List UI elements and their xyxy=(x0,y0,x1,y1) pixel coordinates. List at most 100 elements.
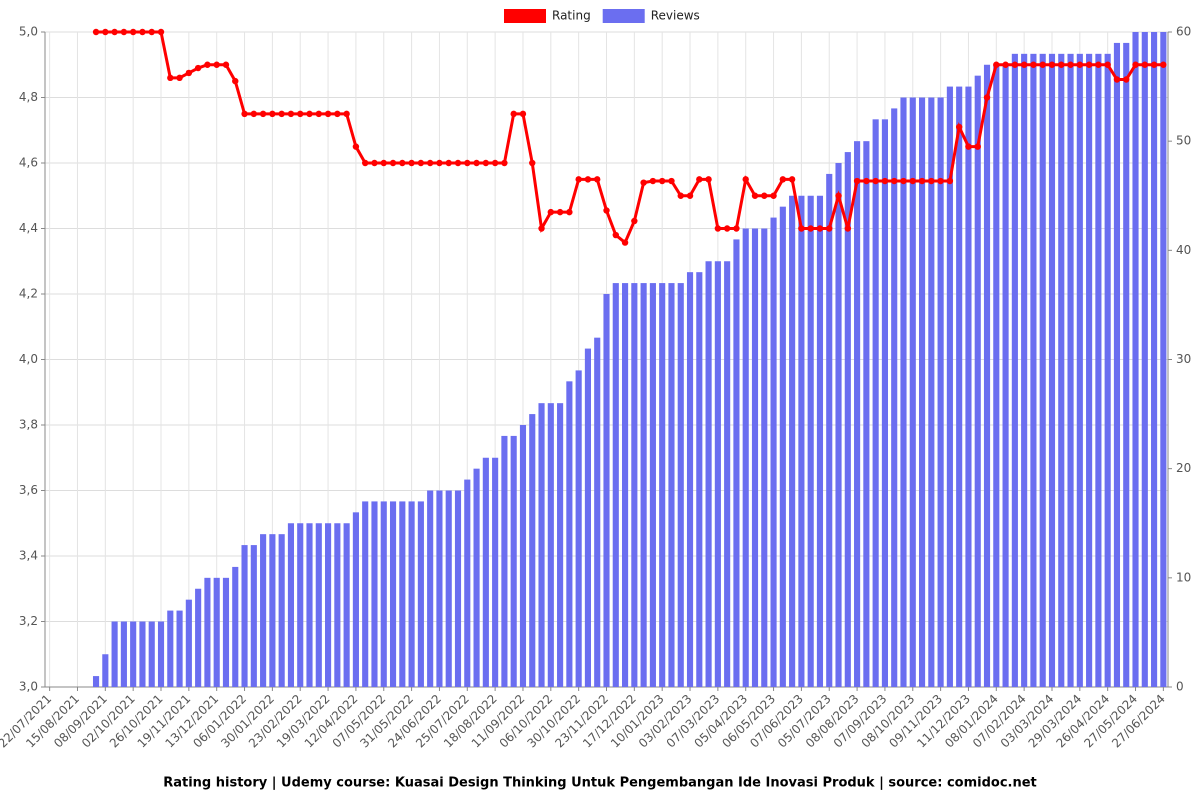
bar xyxy=(594,337,601,687)
bar xyxy=(1151,32,1158,687)
bar xyxy=(417,501,424,687)
rating-point xyxy=(157,28,165,36)
rating-point xyxy=(807,225,814,232)
rating-point xyxy=(547,208,555,216)
bar xyxy=(185,599,192,687)
bar xyxy=(139,621,146,687)
y-tick-label: 4,2 xyxy=(19,287,38,301)
rating-point xyxy=(1058,61,1065,68)
bar xyxy=(733,239,740,687)
bar xyxy=(510,435,517,687)
rating-point xyxy=(417,159,425,167)
bar xyxy=(1030,53,1037,688)
y-tick-label: 3,4 xyxy=(19,549,38,563)
rating-point xyxy=(723,225,731,232)
rating-point xyxy=(826,225,833,232)
bar xyxy=(705,261,712,687)
bar xyxy=(761,228,768,687)
rating-point xyxy=(621,239,629,246)
rating-point xyxy=(751,192,759,199)
bar xyxy=(297,523,304,687)
y-tick-label: 4,8 xyxy=(19,90,38,104)
bar xyxy=(269,534,276,687)
bar xyxy=(566,381,573,687)
rating-point xyxy=(529,159,536,167)
bar xyxy=(891,108,898,687)
rating-point xyxy=(594,176,601,183)
rating-point xyxy=(696,176,703,183)
bar xyxy=(362,501,369,687)
bar xyxy=(686,272,694,687)
rating-point xyxy=(900,177,907,185)
bar xyxy=(380,501,387,687)
bar xyxy=(241,545,248,687)
rating-point xyxy=(974,143,981,150)
rating-point xyxy=(1011,61,1019,68)
rating-point xyxy=(946,177,954,185)
bar xyxy=(1104,53,1111,688)
bar xyxy=(603,294,610,687)
rating-point xyxy=(612,231,619,239)
y2-tick-label: 10 xyxy=(1176,570,1191,584)
rating-point xyxy=(278,110,285,118)
bar xyxy=(612,283,619,687)
bar xyxy=(492,457,499,687)
bar xyxy=(816,195,824,687)
bar xyxy=(501,435,508,687)
bar xyxy=(195,588,202,687)
y-tick-label: 3,8 xyxy=(19,418,38,432)
bar xyxy=(408,501,415,687)
bar xyxy=(826,173,833,687)
bar xyxy=(770,217,777,688)
bar xyxy=(445,490,452,687)
rating-point xyxy=(352,143,360,150)
bar xyxy=(1076,53,1083,688)
rating-point xyxy=(788,176,796,183)
bar xyxy=(714,261,721,687)
bar xyxy=(427,490,434,687)
rating-point xyxy=(306,110,313,118)
bar xyxy=(250,545,257,687)
rating-point xyxy=(222,61,230,68)
rating-point xyxy=(798,225,805,232)
rating-point xyxy=(334,110,341,118)
bar xyxy=(482,457,489,687)
y-tick-label: 3,6 xyxy=(19,483,38,497)
rating-point xyxy=(491,159,499,167)
rating-point xyxy=(770,192,777,199)
legend-label: Rating xyxy=(552,9,591,23)
rating-point xyxy=(779,176,787,183)
bar xyxy=(881,119,888,688)
rating-point xyxy=(603,207,610,214)
rating-point xyxy=(686,192,694,199)
bar xyxy=(779,206,786,687)
bar xyxy=(900,97,907,687)
rating-point xyxy=(1039,61,1046,68)
rating-point xyxy=(1020,61,1028,68)
rating-point xyxy=(1076,61,1084,68)
bar xyxy=(1132,32,1139,687)
bar xyxy=(1002,64,1009,687)
bar xyxy=(1086,53,1093,688)
rating-point xyxy=(185,69,193,77)
rating-point xyxy=(120,28,128,36)
rating-point xyxy=(1113,76,1121,83)
chart-title: Rating history | Udemy course: Kuasai De… xyxy=(163,776,1037,791)
bar xyxy=(724,261,731,687)
legend-label: Reviews xyxy=(651,9,700,23)
rating-point xyxy=(213,61,220,68)
bar xyxy=(946,86,953,688)
bar xyxy=(798,195,805,687)
bar xyxy=(584,348,592,687)
bar xyxy=(1048,53,1056,688)
bar xyxy=(120,621,127,687)
rating-point xyxy=(501,159,508,167)
bar xyxy=(315,523,322,687)
bar xyxy=(334,523,341,687)
rating-point xyxy=(241,110,248,118)
rating-point xyxy=(361,159,369,167)
rating-point xyxy=(482,159,490,167)
y2-tick-label: 20 xyxy=(1176,461,1191,475)
